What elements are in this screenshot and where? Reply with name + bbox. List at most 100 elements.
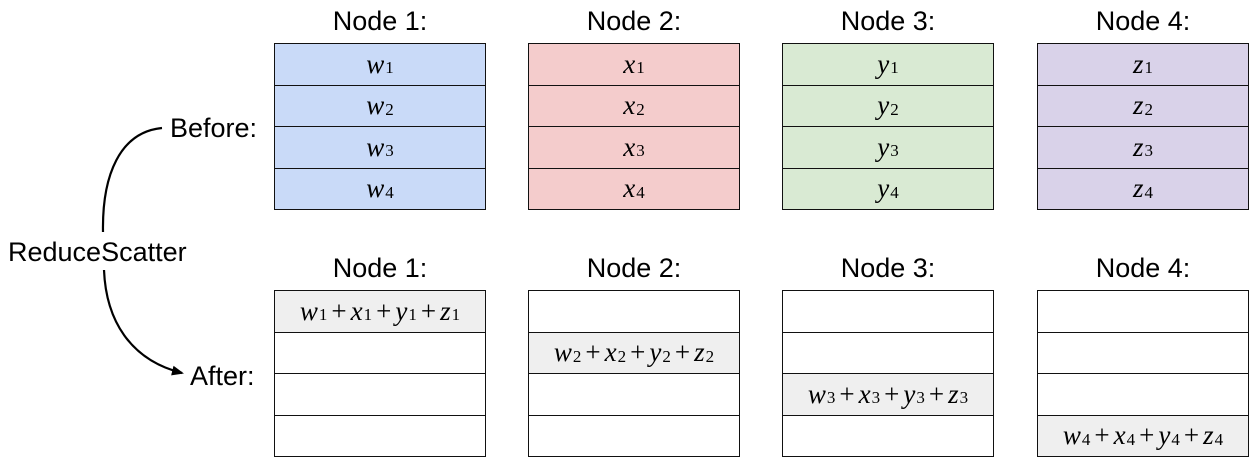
after-node-3-term-3-subscript: 3 bbox=[916, 388, 925, 408]
plus-sign: + bbox=[376, 295, 392, 326]
before-node-2-chunk-1-subscript: 1 bbox=[636, 58, 645, 78]
after-node-1-reduced-chunk: w 1 + x 1 + y 1 + z 1 bbox=[275, 291, 485, 333]
before-node-1-chunk-4-subscript: 4 bbox=[385, 182, 394, 202]
after-node-1-term-4-subscript: 1 bbox=[451, 305, 461, 325]
arrow-curve-lower bbox=[102, 269, 184, 376]
before-node-1-chunk-2-subscript: 2 bbox=[385, 99, 394, 119]
before-node-1-chunk-3-var: w bbox=[366, 131, 385, 162]
plus-sign: + bbox=[1139, 420, 1155, 451]
before-node-3-chunk-4-subscript: 4 bbox=[890, 182, 899, 202]
after-node-3-term-2-subscript: 3 bbox=[871, 388, 881, 408]
after-node-2-term-3-var: y bbox=[649, 337, 662, 368]
after-node-2-term-2-subscript: 2 bbox=[617, 346, 627, 366]
plus-sign: + bbox=[674, 337, 691, 368]
after-node-4-buffer: w 4 + x 4 + y 4 + z 4 bbox=[1037, 290, 1249, 457]
plus-sign: + bbox=[585, 337, 601, 368]
after-node-1-term-3-var: y bbox=[395, 295, 408, 326]
after-node-3-term-3-var: y bbox=[903, 378, 916, 409]
after-node-4-empty-chunk-2 bbox=[1038, 332, 1248, 374]
after-node-3-title: Node 3: bbox=[840, 253, 936, 283]
after-node-4-term-2-subscript: 4 bbox=[1126, 429, 1136, 449]
before-node-3-title: Node 3: bbox=[840, 6, 936, 36]
after-node-1-title: Node 1: bbox=[332, 253, 428, 283]
before-node-1-chunk-1-subscript: 1 bbox=[385, 58, 394, 78]
before-node-3-chunk-1-subscript: 1 bbox=[890, 58, 899, 78]
after-node-2-term-1-var: w bbox=[553, 337, 572, 368]
before-node-4-chunk-4-var: z bbox=[1132, 173, 1144, 204]
reduce-scatter-label: ReduceScatter bbox=[4, 234, 191, 270]
after-node-1-term-4-var: z bbox=[440, 295, 451, 326]
before-node-3-chunk-1-var: y bbox=[877, 48, 890, 79]
before-node-2-chunk-3-subscript: 3 bbox=[636, 141, 645, 161]
before-node-1-chunk-2-var: w bbox=[366, 90, 385, 121]
after-node-2-term-3-subscript: 2 bbox=[662, 346, 671, 366]
before-node-3-chunk-2-subscript: 2 bbox=[890, 99, 899, 119]
before-node-1-chunk-1-var: w bbox=[366, 48, 385, 79]
after-node-2-reduced-chunk: w 2 + x 2 + y 2 + z 2 bbox=[529, 332, 739, 374]
after-node-1-empty-chunk-4 bbox=[275, 415, 485, 456]
after-node-3-buffer: w 3 + x 3 + y 3 + z 3 bbox=[782, 290, 994, 457]
after-node-2-buffer: w 2 + x 2 + y 2 + z 2 bbox=[528, 290, 740, 457]
before-node-3-chunk-3-subscript: 3 bbox=[890, 141, 899, 161]
after-node-2-empty-chunk-3 bbox=[529, 374, 739, 416]
after-node-1-term-3-subscript: 1 bbox=[408, 305, 417, 325]
before-node-1-title: Node 1: bbox=[332, 6, 428, 36]
after-node-1-term-2-subscript: 1 bbox=[363, 305, 373, 325]
before-node-3-chunk-4-var: y bbox=[877, 173, 890, 204]
after-node-4-term-4-var: z bbox=[1203, 420, 1214, 451]
before-node-2-chunk-4-var: x bbox=[623, 173, 636, 204]
after-node-1-empty-chunk-2 bbox=[275, 332, 485, 374]
after-node-4-term-1-var: w bbox=[1062, 420, 1081, 451]
after-node-2-term-1-subscript: 2 bbox=[572, 346, 582, 366]
before-node-2-chunk-1-var: x bbox=[623, 48, 636, 79]
before-node-1-chunk-3-subscript: 3 bbox=[385, 141, 394, 161]
after-node-3-empty-chunk-4 bbox=[783, 415, 993, 456]
after-node-3-term-4-subscript: 3 bbox=[959, 388, 969, 408]
after-node-3-term-4-var: z bbox=[948, 378, 959, 409]
after-node-4-term-3-subscript: 4 bbox=[1171, 429, 1180, 449]
plus-sign: + bbox=[331, 295, 347, 326]
after-node-1-empty-chunk-3 bbox=[275, 374, 485, 416]
after-node-4-term-3-var: y bbox=[1158, 420, 1171, 451]
before-node-4-chunk-3-var: z bbox=[1132, 131, 1144, 162]
before-label: Before: bbox=[170, 113, 258, 143]
after-node-2-empty-chunk-4 bbox=[529, 415, 739, 456]
before-node-2-chunk-3-var: x bbox=[623, 131, 636, 162]
before-node-4-chunk-4-subscript: 4 bbox=[1144, 182, 1154, 202]
after-node-3-empty-chunk-1 bbox=[783, 291, 993, 333]
after-node-2-title: Node 2: bbox=[586, 253, 682, 283]
plus-sign: + bbox=[884, 378, 900, 409]
after-node-3-reduced-chunk: w 3 + x 3 + y 3 + z 3 bbox=[783, 374, 993, 416]
plus-sign: + bbox=[630, 337, 646, 368]
plus-sign: + bbox=[928, 378, 945, 409]
before-node-2-title: Node 2: bbox=[586, 6, 682, 36]
before-node-1-chunk-4-var: w bbox=[366, 173, 385, 204]
after-node-1-term-2-var: x bbox=[350, 295, 363, 326]
after-node-2-term-2-var: x bbox=[604, 337, 617, 368]
before-node-4-chunk-2-subscript: 2 bbox=[1144, 99, 1154, 119]
after-label: After: bbox=[190, 361, 255, 391]
plus-sign: + bbox=[1094, 420, 1110, 451]
before-node-4-chunk-2-var: z bbox=[1132, 90, 1144, 121]
before-node-2-chunk-2-subscript: 2 bbox=[636, 99, 645, 119]
before-node-4-chunk-3-subscript: 3 bbox=[1144, 141, 1154, 161]
after-node-4-reduced-chunk: w 4 + x 4 + y 4 + z 4 bbox=[1038, 415, 1248, 456]
after-node-4-empty-chunk-1 bbox=[1038, 291, 1248, 333]
after-node-1-buffer: w 1 + x 1 + y 1 + z 1 bbox=[274, 290, 486, 457]
